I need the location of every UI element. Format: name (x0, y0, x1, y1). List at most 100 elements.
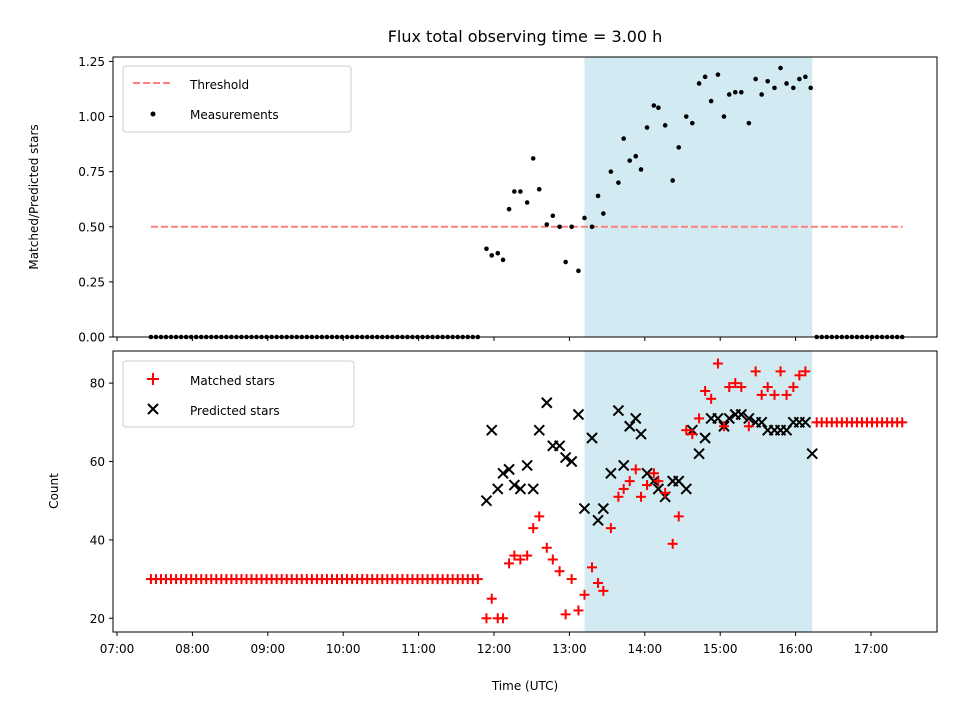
y-tick-label: 0.50 (78, 220, 105, 234)
top-x-ticks (116, 337, 872, 341)
measurement-point (608, 169, 614, 174)
predicted-star-point (630, 412, 642, 425)
x-tick-label: 09:00 (251, 642, 286, 656)
predicted-star-point (597, 502, 610, 515)
predicted-star-point (743, 412, 755, 425)
measurement-point (621, 136, 626, 141)
matched-star-point (781, 389, 792, 400)
matched-star-points (145, 358, 908, 624)
predicted-star-point (497, 467, 509, 479)
y-tick-label: 80 (90, 377, 105, 391)
matched-star-point (547, 554, 558, 565)
top-legend: Threshold Measurements (122, 65, 352, 133)
matched-star-point (762, 382, 773, 393)
predicted-star-point (612, 404, 625, 417)
matched-star-point (630, 464, 641, 475)
matched-star-point (700, 385, 711, 396)
bottom-legend: Matched stars Predicted stars (122, 360, 355, 428)
predicted-star-point (799, 416, 812, 429)
matched-star-point (681, 425, 692, 436)
measurement-point (489, 253, 495, 258)
predicted-star-point (503, 463, 515, 476)
measurement-point (506, 206, 512, 212)
measurement-point (656, 105, 661, 111)
predicted-star-point (508, 479, 521, 491)
matched-star-point (736, 382, 747, 393)
predicted-star-point (605, 467, 617, 479)
x-tick-label: 12:00 (477, 642, 512, 656)
measurement-point (670, 178, 675, 183)
predicted-star-point (565, 455, 578, 468)
matched-star-point (673, 511, 684, 522)
y-tick-label: 0.00 (78, 331, 105, 345)
bottom-axes-frame (112, 350, 938, 633)
predicted-star-point (693, 447, 705, 460)
predicted-star-point (735, 408, 748, 421)
bottom-panel: 20 40 60 80 07:00 08:00 09:00 10:00 11:00 12:00 1… (47, 350, 938, 693)
measurement-point (530, 156, 536, 161)
matched-legend-swatch (147, 373, 159, 385)
predicted-star-point (624, 420, 636, 432)
measurement-point (696, 81, 702, 86)
y-tick-label: 40 (90, 533, 105, 547)
measurement-point (683, 114, 689, 119)
measurement-point (524, 200, 530, 205)
matched-star-point (718, 421, 729, 432)
measurement-point (739, 89, 744, 95)
predicted-star-point (480, 495, 493, 507)
matched-star-point (687, 429, 698, 440)
legend-threshold: Threshold (189, 78, 249, 92)
matched-star-point (481, 613, 492, 624)
measurement-point (644, 125, 650, 130)
bottom-legend-box (122, 360, 355, 428)
x-tick-label: 15:00 (703, 642, 738, 656)
predicted-star-point (492, 483, 504, 495)
measurement-point (797, 76, 802, 82)
top-panel: 0.00 0.25 0.50 0.75 1.00 1.25 Matched/Predict… (27, 55, 938, 345)
matched-star-point (566, 574, 577, 585)
matched-star-point (613, 491, 624, 502)
matched-star-point (667, 538, 678, 549)
top-legend-box (122, 65, 352, 133)
predicted-star-point (617, 459, 630, 472)
matched-star-point (515, 554, 526, 565)
matched-star-point (486, 593, 497, 604)
y-tick-label: 0.25 (78, 275, 105, 289)
matched-star-point (660, 487, 671, 498)
bottom-y-axis-label: Count (47, 473, 61, 509)
matched-star-point (750, 366, 761, 377)
matched-star-point (598, 585, 609, 596)
predicted-star-point (755, 416, 768, 429)
measurement-point (616, 180, 621, 185)
measurement-point (662, 123, 668, 128)
bottom-x-axis: 07:00 08:00 09:00 10:00 11:00 12:00 13:00 14:00… (100, 632, 889, 656)
matched-star-point (504, 558, 515, 569)
matched-star-point (724, 382, 735, 393)
measurement-point (651, 103, 657, 108)
matched-star-point (593, 578, 604, 589)
predicted-star-point (514, 483, 527, 495)
predicted-star-points (480, 397, 818, 527)
predicted-star-point (680, 483, 692, 495)
measurement-point (715, 72, 721, 77)
matched-star-point (605, 523, 616, 534)
predicted-star-point (635, 428, 647, 440)
top-y-axis-label: Matched/Predicted stars (27, 124, 41, 269)
y-tick-label: 1.00 (78, 110, 105, 124)
matched-star-point (648, 468, 659, 479)
predicted-star-point (806, 447, 818, 460)
matched-star-point (554, 566, 565, 577)
matched-star-point (788, 382, 799, 393)
y-tick-label: 60 (90, 455, 105, 469)
predicted-star-point (712, 412, 724, 425)
observing-window-span-bottom (584, 351, 813, 632)
x-tick-label: 07:00 (100, 642, 135, 656)
measurement-point (778, 65, 783, 71)
matched-star-point (618, 483, 629, 494)
measurement-point (484, 246, 489, 252)
x-tick-label: 17:00 (854, 642, 889, 656)
matched-star-point (624, 476, 635, 487)
predicted-star-point (533, 424, 545, 436)
measurement-point (512, 189, 517, 194)
legend-measurements: Measurements (190, 108, 279, 122)
